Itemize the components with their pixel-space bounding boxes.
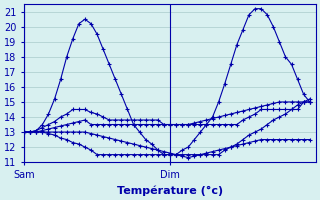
X-axis label: Température (°c): Température (°c) bbox=[117, 185, 223, 196]
